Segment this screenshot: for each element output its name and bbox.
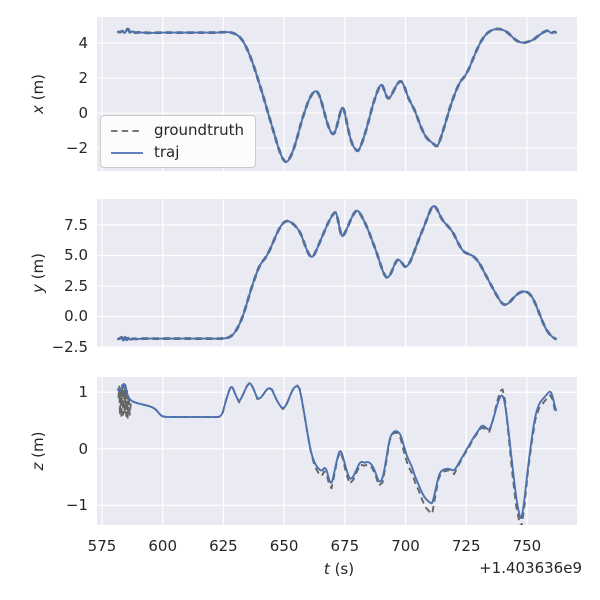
xtick-label: 625 xyxy=(209,537,238,555)
ytick-label: −2 xyxy=(65,139,88,158)
xlabel-var: t xyxy=(323,560,330,578)
groundtruth-dashed-line-icon xyxy=(111,129,143,132)
legend-label-traj: traj xyxy=(154,143,180,161)
ytick-label: −1 xyxy=(65,496,88,515)
z-plot-canvas xyxy=(97,377,577,525)
ylabel-z-var: z xyxy=(29,462,47,471)
xtick-label: 600 xyxy=(148,537,178,555)
xtick-label: 725 xyxy=(451,537,481,555)
x-plot-canvas xyxy=(97,17,577,171)
legend-label-groundtruth: groundtruth xyxy=(154,121,245,139)
xtick-label: 700 xyxy=(391,537,420,555)
ytick-label: 0 xyxy=(78,439,88,458)
traj-solid-line-icon xyxy=(111,151,143,154)
xtick-label: 750 xyxy=(512,537,542,555)
ytick-label: 5.0 xyxy=(64,246,88,265)
legend-row-groundtruth: groundtruth xyxy=(110,122,244,139)
ytick-label: 0.0 xyxy=(64,307,88,326)
y-plot-canvas xyxy=(97,199,577,347)
ytick-label: 2 xyxy=(78,69,88,88)
axis-offset-text: +1.403636e9 xyxy=(479,559,582,577)
xlabel: t (s) xyxy=(324,560,354,578)
ytick-label: 4 xyxy=(78,34,88,53)
xtick-label: 675 xyxy=(330,537,360,555)
ytick-label: 1 xyxy=(78,383,88,402)
xlabel-unit: (s) xyxy=(334,560,355,578)
xtick-label: 575 xyxy=(87,537,117,555)
subplot-y xyxy=(97,199,577,347)
subplot-z xyxy=(97,377,577,525)
ytick-label: 7.5 xyxy=(64,215,88,234)
xtick-label: 650 xyxy=(269,537,299,555)
ytick-label: 0 xyxy=(78,104,88,123)
legend-row-traj: traj xyxy=(110,144,244,161)
ytick-label: 2.5 xyxy=(64,276,88,295)
legend: groundtruth traj xyxy=(100,115,257,168)
ytick-label: −2.5 xyxy=(51,338,88,356)
